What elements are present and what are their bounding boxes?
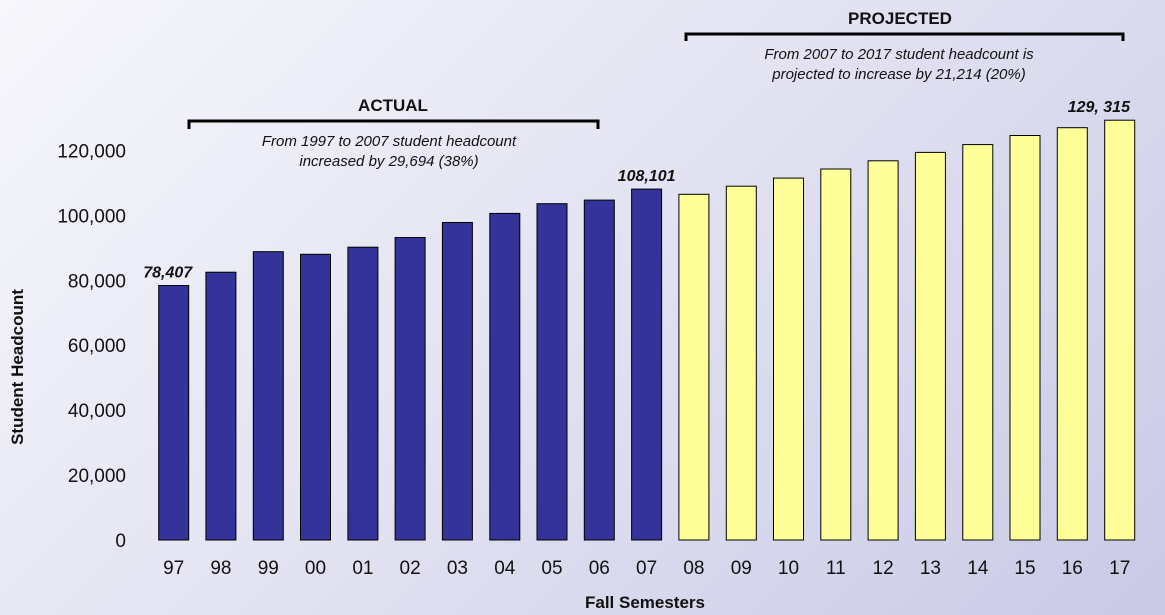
projected-bar-11 (820, 168, 852, 541)
x-axis-title: Fall Semesters (585, 593, 705, 612)
x-tick-label: 06 (589, 558, 610, 579)
x-tick-label: 11 (826, 558, 846, 579)
actual-bar-02 (394, 237, 426, 541)
data-label: 129, 315 (1068, 99, 1131, 116)
data-label: 108,101 (618, 168, 676, 185)
x-tick-label: 16 (1062, 558, 1083, 579)
actual-bar-04 (489, 212, 521, 541)
x-tick-label: 99 (258, 558, 279, 579)
projected-bar-12 (867, 160, 899, 541)
y-tick-label: 60,000 (68, 336, 126, 357)
projected-bar-09 (725, 185, 757, 541)
x-tick-label: 04 (494, 558, 516, 579)
y-tick-label: 120,000 (57, 141, 126, 162)
projected-bar-16 (1056, 127, 1088, 541)
x-tick-label: 12 (873, 558, 894, 579)
x-tick-label: 14 (967, 558, 989, 579)
x-tick-label: 02 (400, 558, 421, 579)
actual-bar-98 (205, 271, 237, 541)
actual-note-line2: increased by 29,694 (38%) (299, 153, 478, 170)
projected-title: PROJECTED (848, 9, 952, 28)
actual-bar-07 (631, 188, 663, 541)
x-tick-label: 10 (778, 558, 799, 579)
data-labels: 78,407 108,101 129, 315 (143, 99, 1131, 281)
y-tick-label: 0 (115, 531, 126, 552)
data-label: 78,407 (143, 265, 193, 282)
actual-bar-06 (583, 199, 615, 541)
actual-title: ACTUAL (358, 96, 428, 115)
x-tick-label: 98 (210, 558, 231, 579)
y-tick-label: 40,000 (68, 401, 126, 422)
actual-bar-03 (441, 222, 473, 541)
x-tick-label: 17 (1109, 558, 1130, 579)
x-tick-label: 05 (541, 558, 562, 579)
x-tick-label: 03 (447, 558, 468, 579)
projected-note-line2: projected to increase by 21,214 (20%) (771, 66, 1025, 83)
x-tick-label: 08 (683, 558, 704, 579)
actual-bracket (187, 119, 600, 129)
projected-note-line1: From 2007 to 2017 student headcount is (764, 46, 1034, 63)
x-axis-ticks: 97 98 99 00 01 02 03 04 05 06 07 08 09 10 11 12 13 14 15 16… (163, 558, 1130, 579)
x-tick-label: 97 (163, 558, 184, 579)
bars (158, 119, 1136, 541)
y-tick-label: 100,000 (57, 206, 126, 227)
projected-bar-17 (1104, 119, 1136, 541)
x-tick-label: 15 (1014, 558, 1035, 579)
projected-bar-15 (1009, 135, 1041, 541)
y-axis-title: Student Headcount (8, 289, 27, 445)
actual-note-line1: From 1997 to 2007 student headcount (262, 133, 517, 150)
projected-bar-14 (962, 144, 994, 541)
actual-bar-01 (347, 246, 379, 541)
actual-bar-99 (252, 251, 284, 541)
y-tick-label: 20,000 (68, 466, 126, 487)
actual-bar-97 (158, 285, 190, 541)
y-axis-ticks: 0 20,000 40,000 60,000 80,000 100,000 120,000 (57, 141, 126, 552)
x-tick-label: 09 (731, 558, 752, 579)
projected-bar-08 (678, 193, 710, 541)
y-tick-label: 80,000 (68, 271, 126, 292)
x-tick-label: 00 (305, 558, 326, 579)
actual-bar-00 (300, 253, 331, 541)
actual-bar-05 (536, 203, 568, 541)
x-tick-label: 13 (920, 558, 941, 579)
projected-bar-10 (773, 177, 804, 541)
projected-bar-13 (914, 151, 946, 541)
x-tick-label: 01 (352, 558, 373, 579)
x-tick-label: 07 (636, 558, 657, 579)
projected-bracket (684, 32, 1125, 41)
